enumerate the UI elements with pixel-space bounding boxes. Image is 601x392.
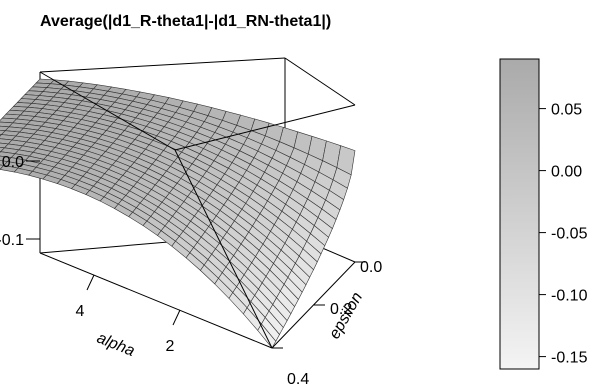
z-tick-label: 0.0 xyxy=(2,154,24,171)
colorbar-tick-label: -0.10 xyxy=(551,288,588,305)
chart-title: Average(|d1_R-theta1|-|d1_RN-theta1|) xyxy=(40,13,331,30)
alpha-tick-label: 4 xyxy=(76,303,85,320)
z-tick-label: -0.1 xyxy=(0,232,24,249)
surface-mesh xyxy=(0,78,356,349)
colorbar-tick-label: 0.00 xyxy=(551,164,582,181)
epsilon-tick-label: 0.4 xyxy=(287,371,309,388)
epsilon-tick-label: 0.0 xyxy=(360,259,382,276)
alpha-axis: 4 2 alpha xyxy=(76,274,181,360)
epsilon-tick-label: 0.2 xyxy=(330,301,352,318)
colorbar-tick-label: 0.05 xyxy=(551,102,582,119)
alpha-tick-label: 2 xyxy=(166,338,175,355)
z-axis: 0.0 -0.1 xyxy=(0,154,40,249)
box-front-edges xyxy=(39,71,356,349)
alpha-axis-label: alpha xyxy=(94,330,137,360)
colorbar: 0.05 0.00 -0.05 -0.10 -0.15 xyxy=(499,58,588,370)
surface-facet xyxy=(257,323,277,349)
colorbar-tick-label: -0.15 xyxy=(551,350,588,367)
colorbar-tick-label: -0.05 xyxy=(551,226,588,243)
colorbar-gradient xyxy=(499,58,540,370)
